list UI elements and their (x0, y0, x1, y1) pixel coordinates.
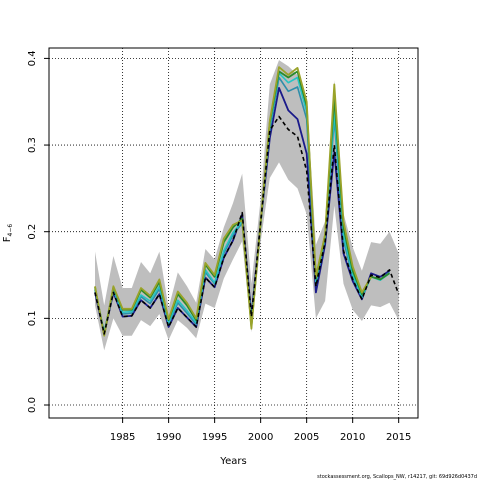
x-tick-label: 2015 (386, 432, 411, 443)
x-tick-label: 2000 (248, 432, 273, 443)
confidence-band-area (95, 60, 399, 351)
series-lines (94, 66, 400, 337)
x-tick-label: 1995 (202, 432, 227, 443)
x-tick-label: 1990 (156, 432, 181, 443)
plot-frame (48, 47, 419, 419)
x-axis: 1985 1990 1995 2000 2005 2010 2015 (110, 418, 411, 443)
y-tick-label: 0.0 (27, 397, 38, 413)
series-line-6 (94, 115, 400, 335)
x-tick-label: 1985 (110, 432, 135, 443)
x-axis-title: Years (219, 456, 246, 467)
y-tick-label: 0.1 (27, 310, 38, 326)
y-tick-label: 0.2 (27, 224, 38, 240)
x-tick-label: 2010 (340, 432, 365, 443)
y-tick-label: 0.4 (27, 50, 38, 66)
y-axis: 0.0 0.1 0.2 0.3 0.4 (27, 50, 49, 413)
x-tick-label: 2005 (294, 432, 319, 443)
y-tick-label: 0.3 (27, 137, 38, 153)
y-axis-title: F4−6 (2, 224, 14, 243)
confidence-band (95, 60, 399, 351)
footer-credit: stockassessment.org, Scallops_NW, r14217… (317, 474, 477, 480)
y-axis-title-subscript: 4−6 (7, 224, 14, 237)
y-axis-title-main: F (2, 236, 13, 242)
